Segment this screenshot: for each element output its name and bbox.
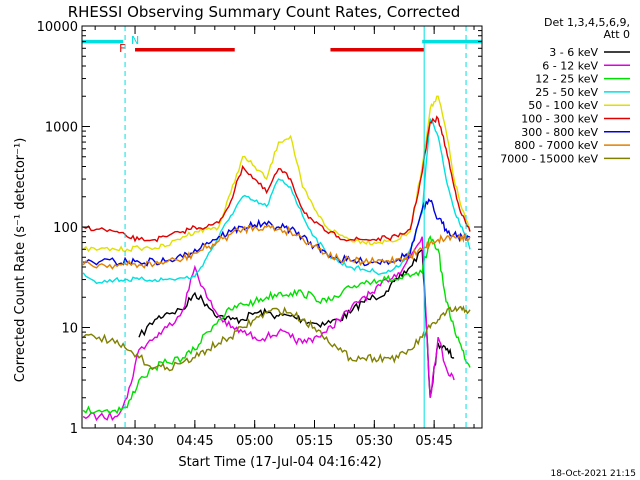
x-axis-label: Start Time (17-Jul-04 04:16:42)	[178, 455, 381, 470]
annotation-n: N	[131, 34, 139, 47]
legend-header-line-2: Att 0	[604, 28, 630, 41]
y-tick-label: 100	[53, 221, 78, 236]
legend-entry-label: 7000 - 15000 keV	[500, 152, 598, 165]
timestamp: 18-Oct-2021 21:15	[551, 469, 636, 479]
series-line	[82, 234, 471, 415]
chart-title: RHESSI Observing Summary Count Rates, Co…	[68, 3, 461, 21]
series-line	[82, 224, 471, 270]
legend-entry-label: 25 - 50 keV	[535, 86, 598, 99]
x-tick-label: 05:00	[236, 434, 273, 449]
y-tick-label: 1	[70, 422, 78, 437]
x-tick-label: 04:30	[116, 434, 153, 449]
series-line	[82, 236, 455, 422]
x-tick-label: 05:45	[415, 434, 452, 449]
legend-entry-label: 100 - 300 keV	[521, 113, 598, 126]
series-line	[82, 305, 471, 372]
annotation-f: F	[119, 42, 125, 55]
y-axis-label: Corrected Count Rate (s⁻¹ detector⁻¹)	[13, 138, 28, 383]
x-tick-label: 05:15	[296, 434, 333, 449]
y-tick-label: 10	[61, 322, 78, 337]
series-line	[83, 198, 470, 267]
legend-entry-label: 50 - 100 keV	[528, 99, 598, 112]
x-tick-label: 04:45	[176, 434, 213, 449]
legend-entry-label: 6 - 12 keV	[542, 59, 598, 72]
x-tick-label: 05:30	[356, 434, 393, 449]
legend-entry-label: 3 - 6 keV	[549, 46, 598, 59]
legend-entry-label: 300 - 800 keV	[521, 126, 598, 139]
series-line	[138, 247, 455, 398]
series-line	[82, 115, 471, 243]
legend-entry-label: 800 - 7000 keV	[514, 139, 598, 152]
legend-entry-label: 12 - 25 keV	[535, 73, 598, 86]
y-tick-label: 1000	[45, 121, 78, 136]
series-line	[82, 95, 471, 253]
legend-header-line-1: Det 1,3,4,5,6,9,	[544, 16, 630, 29]
series-line	[82, 118, 471, 285]
y-tick-label: 10000	[37, 20, 78, 35]
